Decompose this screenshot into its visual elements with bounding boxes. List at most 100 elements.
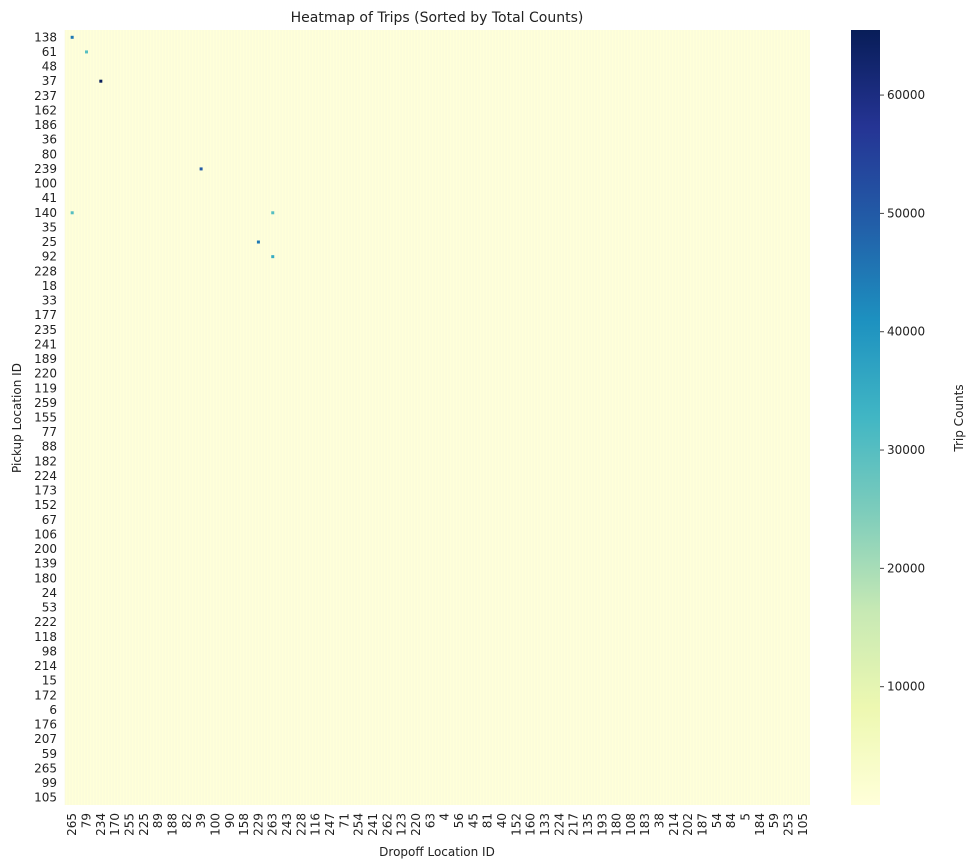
y-tick-label: 105 bbox=[34, 791, 57, 805]
y-tick-label: 180 bbox=[34, 571, 57, 585]
x-tick-label: 82 bbox=[180, 813, 194, 828]
x-tick-label: 214 bbox=[667, 813, 681, 836]
x-tick-label: 184 bbox=[753, 813, 767, 836]
y-tick-label: 138 bbox=[34, 30, 57, 44]
y-tick-label: 119 bbox=[34, 381, 57, 395]
x-tick-label: 81 bbox=[481, 813, 495, 828]
y-tick-label: 224 bbox=[34, 469, 57, 483]
x-tick-label: 224 bbox=[552, 813, 566, 836]
x-tick-label: 54 bbox=[710, 813, 724, 828]
y-tick-label: 228 bbox=[34, 264, 57, 278]
colorbar-tick-label: 10000 bbox=[887, 680, 925, 694]
colorbar-tick-label: 60000 bbox=[887, 88, 925, 102]
heatmap-cell bbox=[271, 211, 275, 215]
y-tick-label: 200 bbox=[34, 542, 57, 556]
y-tick-label: 220 bbox=[34, 367, 57, 381]
x-tick-label: 183 bbox=[638, 813, 652, 836]
y-tick-label: 35 bbox=[42, 220, 57, 234]
y-tick-label: 139 bbox=[34, 557, 57, 571]
y-tick-label: 155 bbox=[34, 411, 57, 425]
y-tick-label: 41 bbox=[42, 191, 57, 205]
x-tick-label: 228 bbox=[294, 813, 308, 836]
y-tick-label: 61 bbox=[42, 45, 57, 59]
colorbar-tick-label: 50000 bbox=[887, 206, 925, 220]
x-tick-label: 253 bbox=[782, 813, 796, 836]
x-tick-label: 193 bbox=[595, 813, 609, 836]
y-tick-label: 140 bbox=[34, 206, 57, 220]
y-tick-label: 259 bbox=[34, 396, 57, 410]
x-tick-label: 108 bbox=[624, 813, 638, 836]
y-tick-label: 235 bbox=[34, 323, 57, 337]
x-tick-label: 234 bbox=[94, 813, 108, 836]
x-tick-label: 105 bbox=[796, 813, 810, 836]
x-tick-label: 170 bbox=[108, 813, 122, 836]
x-tick-label: 187 bbox=[696, 813, 710, 836]
x-tick-label: 39 bbox=[194, 813, 208, 828]
y-tick-label: 15 bbox=[42, 674, 57, 688]
x-tick-label: 63 bbox=[423, 813, 437, 828]
chart-title: Heatmap of Trips (Sorted by Total Counts… bbox=[291, 10, 584, 26]
colorbar-tick-label: 30000 bbox=[887, 443, 925, 457]
x-tick-label: 135 bbox=[581, 813, 595, 836]
x-tick-label: 202 bbox=[681, 813, 695, 836]
x-tick-label: 89 bbox=[151, 813, 165, 828]
y-tick-label: 176 bbox=[34, 718, 57, 732]
x-tick-label: 133 bbox=[538, 813, 552, 836]
x-tick-label: 45 bbox=[466, 813, 480, 828]
x-tick-label: 5 bbox=[739, 813, 753, 821]
heatmap-cell bbox=[84, 50, 88, 54]
x-tick-label: 254 bbox=[352, 813, 366, 836]
x-tick-label: 84 bbox=[724, 813, 738, 828]
x-tick-label: 247 bbox=[323, 813, 337, 836]
x-tick-label: 90 bbox=[223, 813, 237, 828]
y-tick-label: 80 bbox=[42, 147, 57, 161]
x-tick-label: 56 bbox=[452, 813, 466, 828]
x-tick-label: 160 bbox=[524, 813, 538, 836]
y-tick-label: 48 bbox=[42, 60, 57, 74]
x-tick-label: 241 bbox=[366, 813, 380, 836]
x-tick-label: 243 bbox=[280, 813, 294, 836]
colorbar-label: Trip Counts bbox=[952, 384, 966, 452]
colorbar-tick-label: 20000 bbox=[887, 561, 925, 575]
y-tick-label: 239 bbox=[34, 162, 57, 176]
y-tick-label: 172 bbox=[34, 688, 57, 702]
x-tick-label: 263 bbox=[266, 813, 280, 836]
y-tick-label: 77 bbox=[42, 425, 57, 439]
x-tick-label: 38 bbox=[653, 813, 667, 828]
y-tick-label: 92 bbox=[42, 250, 57, 264]
x-tick-label: 100 bbox=[208, 813, 222, 836]
x-tick-label: 4 bbox=[438, 813, 452, 821]
x-tick-label: 229 bbox=[251, 813, 265, 836]
y-tick-label: 118 bbox=[34, 630, 57, 644]
colorbar-tick-label: 40000 bbox=[887, 325, 925, 339]
y-tick-label: 6 bbox=[49, 703, 57, 717]
y-tick-label: 207 bbox=[34, 732, 57, 746]
y-tick-label: 25 bbox=[42, 235, 57, 249]
y-tick-label: 88 bbox=[42, 440, 57, 454]
x-tick-label: 79 bbox=[79, 813, 93, 828]
heatmap-cell bbox=[271, 255, 275, 259]
x-tick-label: 71 bbox=[337, 813, 351, 828]
x-axis-label: Dropoff Location ID bbox=[379, 845, 495, 859]
y-tick-label: 182 bbox=[34, 454, 57, 468]
y-tick-label: 214 bbox=[34, 659, 57, 673]
y-axis-label: Pickup Location ID bbox=[10, 363, 24, 473]
heatmap-cell bbox=[70, 35, 74, 39]
heatmap-cell bbox=[99, 79, 103, 83]
y-tick-label: 18 bbox=[42, 279, 57, 293]
x-tick-label: 180 bbox=[610, 813, 624, 836]
x-tick-label: 225 bbox=[137, 813, 151, 836]
x-tick-label: 217 bbox=[567, 813, 581, 836]
y-tick-label: 177 bbox=[34, 308, 57, 322]
x-tick-label: 188 bbox=[165, 813, 179, 836]
y-tick-label: 53 bbox=[42, 601, 57, 615]
y-tick-label: 152 bbox=[34, 498, 57, 512]
y-tick-label: 162 bbox=[34, 103, 57, 117]
y-tick-label: 67 bbox=[42, 513, 57, 527]
y-tick-label: 189 bbox=[34, 352, 57, 366]
heatmap-cell bbox=[256, 240, 260, 244]
heatmap-cell bbox=[199, 167, 203, 171]
x-tick-label: 220 bbox=[409, 813, 423, 836]
y-tick-label: 237 bbox=[34, 89, 57, 103]
